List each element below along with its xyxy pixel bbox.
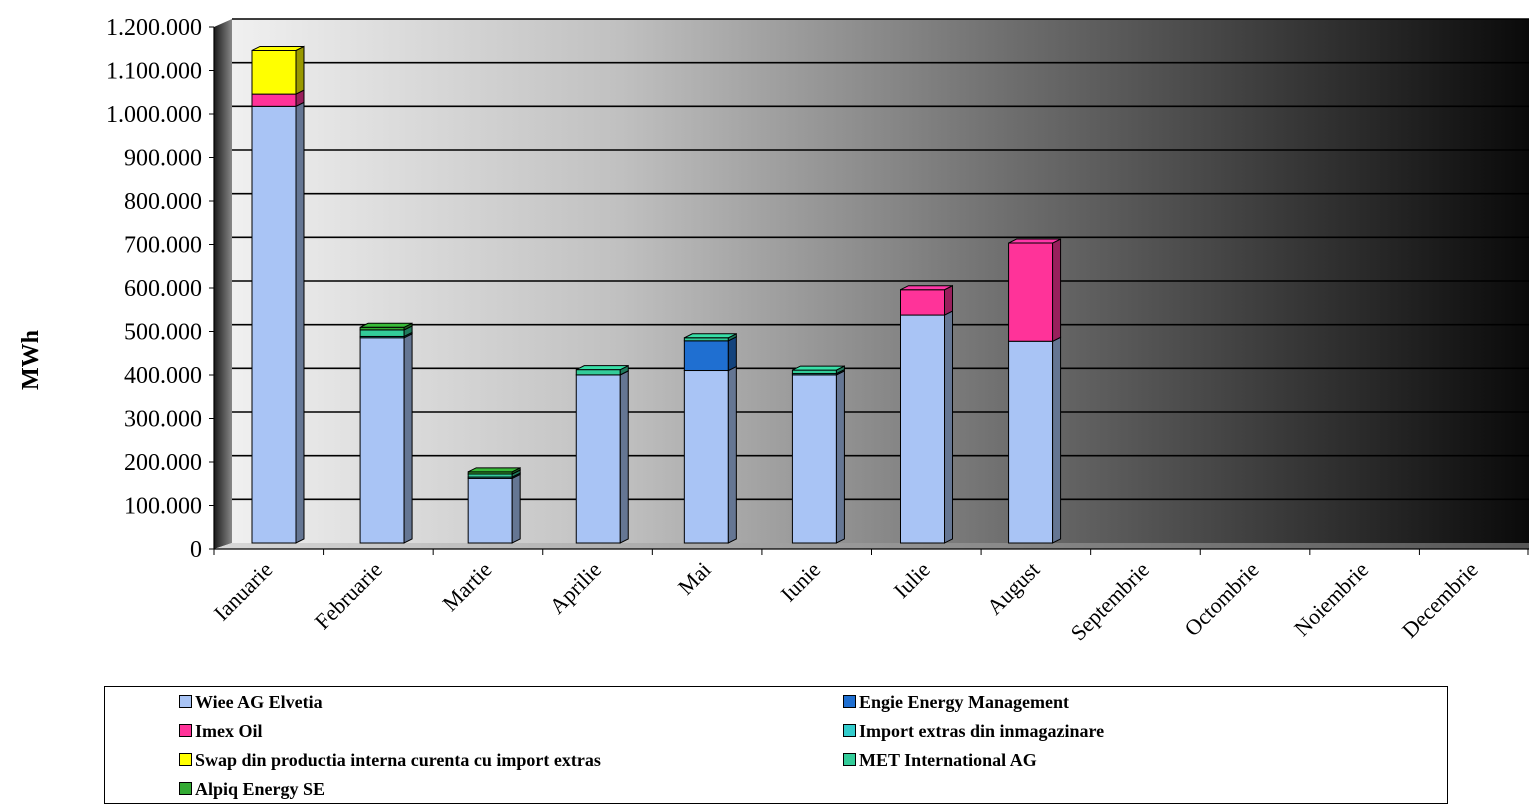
bar-segment-side [944,310,953,544]
x-tick-label: Martie [437,557,496,616]
legend: Wiee AG Elvetia Engie Energy Management Im… [104,686,1448,804]
x-tick-label: August [982,557,1045,620]
bar-segment [359,337,405,544]
bar-segment-side [1052,238,1062,343]
bar-segment [359,329,405,337]
bar-segment [683,370,729,544]
bar-segment-side [295,45,305,95]
legend-label: Import extras din inmagazinare [859,721,1105,741]
x-tick-label: Aprilie [544,557,606,619]
legend-swatch [179,724,192,738]
x-tick-label: Iulie [889,557,935,603]
y-axis-label: MWh [18,330,44,390]
bar-segment [575,374,621,544]
bar-segment-side [727,336,737,372]
y-tick-label: 1.100.000 [106,59,202,85]
bar-segment-side [835,370,845,544]
x-tick-label: Mai [673,557,716,600]
legend-item: Wiee AG Elvetia [179,691,323,713]
legend-swatch [843,724,856,738]
x-tick-label: Noiembrie [1289,557,1373,641]
legend-item: Imex Oil [179,720,263,742]
bar-segment [791,374,837,544]
bar-top [684,333,737,339]
bar-top [792,365,845,371]
y-tick-label: 900.000 [124,146,202,172]
bar-segment-side [619,370,629,544]
bar-top [251,45,305,51]
y-tick-label: 300.000 [124,407,202,433]
bar-segment-side [403,332,413,544]
bar-segment [251,93,297,107]
bar-segment-side [944,284,953,316]
x-tick-label: Ianuarie [209,557,278,626]
bar-top [359,322,413,328]
bar-segment-side [295,101,305,544]
y-tick-label: 0 [190,537,202,563]
x-tick-label: Februarie [310,557,387,634]
legend-swatch [179,695,192,709]
bar-segment [575,369,621,376]
legend-label: MET International AG [859,750,1037,770]
legend-label: Wiee AG Elvetia [195,692,323,712]
bar-segment-side [1052,336,1062,544]
y-tick-label: 200.000 [124,450,202,476]
bar-segment [900,314,945,544]
bar-segment [1008,242,1054,342]
bar-segment-side [511,473,521,544]
x-tick-label: Iunie [776,557,826,607]
bar-top [1008,238,1061,244]
legend-label: Engie Energy Management [859,692,1069,712]
bar-segment [900,289,945,316]
plot-floor [214,543,1529,549]
legend-item: Import extras din inmagazinare [843,720,1104,742]
y-tick-label: 700.000 [124,233,202,259]
y-tick-label: 500.000 [124,320,202,346]
bar-top [900,285,953,291]
bar-segment [1008,340,1054,544]
legend-label: Swap din productia interna curenta cu im… [195,750,601,770]
y-tick-label: 1.000.000 [106,102,202,128]
plot-side-wall [214,19,232,549]
y-tick-label: 800.000 [124,189,202,215]
legend-swatch [179,782,192,796]
legend-label: Alpiq Energy SE [195,779,326,799]
legend-item: MET International AG [843,749,1037,771]
y-tick-label: 100.000 [124,494,202,520]
legend-item: Engie Energy Management [843,691,1069,713]
legend-swatch [179,753,192,767]
x-tick-label: Octombrie [1179,557,1263,641]
bar-segment [251,105,297,544]
bar-segment [251,49,297,95]
legend-label: Imex Oil [195,721,263,741]
legend-swatch [843,753,856,767]
legend-item: Swap din productia interna curenta cu im… [179,749,601,771]
chart: 0 100.000 200.000 300.000 400.000 500.000 600.… [18,15,1529,646]
bar-top [576,365,629,371]
y-tick-label: 600.000 [124,276,202,302]
bar-segment [791,369,837,375]
bar-segment [467,477,513,544]
bar-segment [683,340,729,372]
bar-top [467,467,521,473]
x-tick-label: Septembrie [1065,557,1154,646]
y-tick-label: 1.200.000 [106,15,202,41]
bar-segment-side [727,365,737,544]
legend-item: Alpiq Energy SE [179,778,325,800]
x-tick-label: Decembrie [1397,557,1483,643]
y-tick-label: 400.000 [124,363,202,389]
legend-swatch [843,695,856,709]
